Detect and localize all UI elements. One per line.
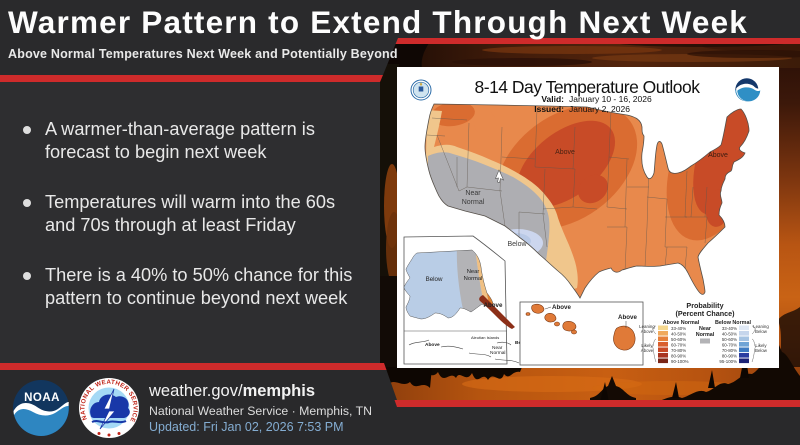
svg-text:Valid:: Valid: <box>541 94 564 104</box>
svg-text:Near: Near <box>465 190 481 197</box>
svg-text:33-40%: 33-40% <box>671 326 686 331</box>
svg-text:Below: Below <box>755 348 768 353</box>
svg-text:Leaning: Leaning <box>753 324 769 329</box>
svg-text:90-100%: 90-100% <box>671 359 689 364</box>
svg-text:Above: Above <box>552 304 571 311</box>
svg-text:95-100%: 95-100% <box>719 359 737 364</box>
svg-text:40-50%: 40-50% <box>722 332 737 337</box>
svg-text:Above: Above <box>641 329 654 334</box>
svg-text:Aleutian Islands: Aleutian Islands <box>471 335 499 340</box>
svg-text:Above: Above <box>618 314 637 321</box>
svg-text:60-70%: 60-70% <box>671 343 686 348</box>
svg-text:80-90%: 80-90% <box>722 354 737 359</box>
svg-text:Above: Above <box>708 152 728 159</box>
svg-text:Above: Above <box>484 302 503 309</box>
svg-text:70-80%: 70-80% <box>671 348 686 353</box>
svg-text:33-40%: 33-40% <box>722 326 737 331</box>
svg-text:Above Normal: Above Normal <box>663 320 700 326</box>
svg-text:Below Normal: Below Normal <box>715 320 751 326</box>
svg-text:50-60%: 50-60% <box>671 337 686 342</box>
svg-text:40-50%: 40-50% <box>671 332 686 337</box>
svg-text:NOAA: NOAA <box>24 392 60 404</box>
svg-text:Above: Above <box>641 348 654 353</box>
svg-text:8-14 Day Temperature Outlook: 8-14 Day Temperature Outlook <box>475 77 701 97</box>
svg-text:Normal: Normal <box>490 350 505 356</box>
svg-text:Issued:: Issued: <box>534 104 564 114</box>
svg-text:Near: Near <box>492 345 503 351</box>
svg-text:80-90%: 80-90% <box>671 354 686 359</box>
svg-text:Near: Near <box>467 269 480 275</box>
svg-text:January 10 - 16, 2026: January 10 - 16, 2026 <box>569 94 652 104</box>
svg-text:Probability: Probability <box>686 301 723 310</box>
svg-text:Below: Below <box>755 329 768 334</box>
svg-text:70-80%: 70-80% <box>722 348 737 353</box>
svg-text:Near: Near <box>699 326 712 332</box>
svg-text:Above: Above <box>555 149 575 156</box>
svg-text:Likely: Likely <box>755 343 767 348</box>
svg-text:Likely: Likely <box>641 343 653 348</box>
svg-text:Normal: Normal <box>462 199 485 206</box>
svg-text:(Percent Chance): (Percent Chance) <box>675 309 735 318</box>
svg-text:Below: Below <box>426 276 443 283</box>
svg-text:Normal: Normal <box>696 332 715 338</box>
svg-text:50-60%: 50-60% <box>722 337 737 342</box>
svg-text:Above: Above <box>425 342 440 348</box>
svg-text:60-70%: 60-70% <box>722 343 737 348</box>
svg-text:Leaning: Leaning <box>639 324 655 329</box>
svg-text:Normal: Normal <box>464 276 483 282</box>
svg-text:January 2, 2026: January 2, 2026 <box>569 104 630 114</box>
svg-text:Below: Below <box>507 241 527 248</box>
